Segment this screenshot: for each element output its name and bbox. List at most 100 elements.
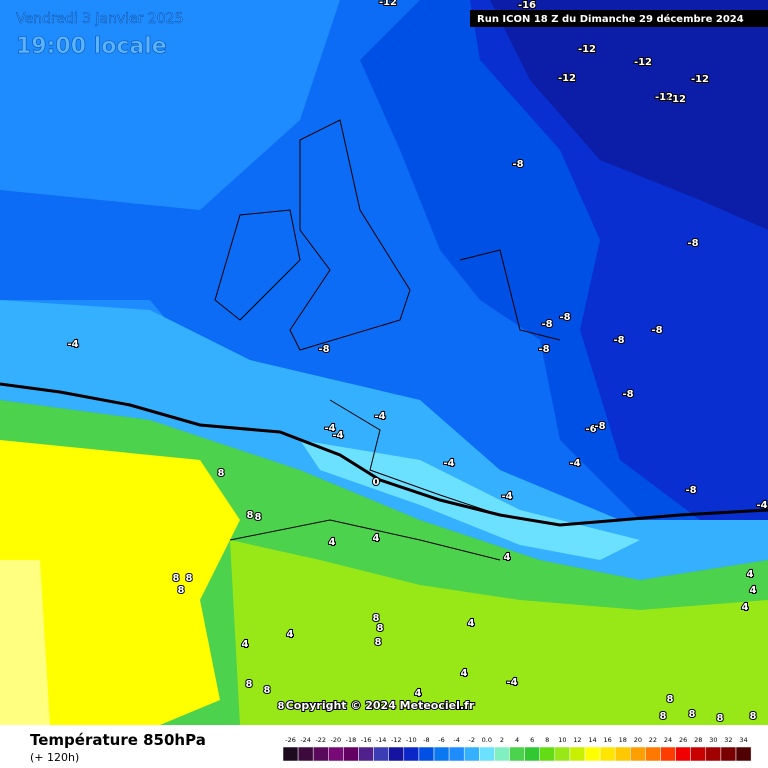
temp-label: 4 xyxy=(287,629,294,640)
legend-tick: -8 xyxy=(423,736,429,744)
color-step xyxy=(388,746,405,762)
color-step xyxy=(720,746,737,762)
temp-label: -4 xyxy=(443,458,454,469)
color-step xyxy=(539,746,556,762)
map-labels: -12 -16-12-12-12 -12-12-12-8-8-8-8-8-8-8-8… xyxy=(66,0,768,725)
temp-label: 8 xyxy=(255,512,262,523)
legend-tick: 20 xyxy=(634,736,642,744)
temp-label: 4 xyxy=(242,639,249,650)
color-step xyxy=(328,746,344,762)
legend-tick: -26 xyxy=(285,736,296,744)
color-step xyxy=(599,746,616,762)
legend-tick: -20 xyxy=(331,736,342,744)
color-step xyxy=(373,746,389,762)
color-step xyxy=(705,746,722,762)
legend-tick: -22 xyxy=(315,736,326,744)
color-step xyxy=(479,746,495,762)
temp-label: 8 xyxy=(377,623,384,634)
colorbar: -26 -24 -22 -20 -18 -16 -14 -12 -10 -8 -6 -4 -2 0.0 2 4… xyxy=(282,736,752,762)
temp-label: -8 xyxy=(687,238,698,249)
field xyxy=(490,0,768,230)
temp-label: -4 xyxy=(332,430,343,441)
legend-tick: 0.0 xyxy=(482,736,492,744)
color-step xyxy=(660,746,676,762)
temp-label: 8 xyxy=(186,573,193,584)
legend-title: Température 850hPa xyxy=(30,731,206,749)
legend-tick: -14 xyxy=(376,736,387,744)
color-step xyxy=(614,746,631,762)
color-step xyxy=(343,746,359,762)
temp-label: 4 xyxy=(504,552,511,563)
legend-tick: 32 xyxy=(724,736,732,744)
legend-tick: -12 xyxy=(391,736,402,744)
legend-tick: -10 xyxy=(406,736,417,744)
temp-label: -8 xyxy=(541,319,552,330)
temp-label: -8 xyxy=(651,325,662,336)
color-step xyxy=(509,746,525,762)
color-step xyxy=(297,746,314,762)
legend-subtitle: (+ 120h) xyxy=(30,751,79,764)
temp-label: 4 xyxy=(742,602,749,613)
legend-tick: -24 xyxy=(300,736,311,744)
legend-tick: -6 xyxy=(438,736,444,744)
time: 19:00 locale xyxy=(16,34,167,59)
legend-tick: -2 xyxy=(469,736,475,744)
legend-tick: 10 xyxy=(558,736,566,744)
legend-tick: -4 xyxy=(453,736,459,744)
temp-label: -8 xyxy=(594,421,605,432)
legend-tick: 26 xyxy=(679,736,687,744)
temp-label: -4 xyxy=(756,500,767,511)
color-step xyxy=(569,746,586,762)
temp-label: 8 xyxy=(717,713,724,724)
legend-tick: 2 xyxy=(500,736,504,744)
temp-label: -6 xyxy=(585,424,596,435)
color-step xyxy=(312,746,329,762)
temp-label: -4 xyxy=(374,411,385,422)
color-step xyxy=(282,746,299,762)
isotherm xyxy=(0,382,768,527)
legend-tick: 12 xyxy=(573,736,581,744)
temp-label: -8 xyxy=(318,344,329,355)
color-step xyxy=(645,746,661,762)
legend-tick: 8 xyxy=(545,736,549,744)
temp-label: 8 xyxy=(278,701,285,712)
color-step xyxy=(735,746,752,762)
color-step xyxy=(524,746,540,762)
field xyxy=(0,560,50,725)
color-step xyxy=(554,746,571,762)
temp-label: -12 xyxy=(379,0,397,8)
temp-label: -4 xyxy=(501,491,512,502)
map-fields xyxy=(0,0,768,725)
temp-label: -4 xyxy=(506,677,517,688)
temp-label: 8 xyxy=(667,694,674,705)
color-step xyxy=(675,746,691,762)
temp-label: 8 xyxy=(173,573,180,584)
temp-label: 4 xyxy=(329,537,336,548)
temp-label: -8 xyxy=(622,389,633,400)
legend-tick: 6 xyxy=(530,736,534,744)
temp-label: 8 xyxy=(264,685,271,696)
temp-label: 8 xyxy=(373,613,380,624)
field xyxy=(0,300,768,580)
field xyxy=(0,440,240,725)
color-step xyxy=(433,746,450,762)
legend-tick: 24 xyxy=(664,736,672,744)
temp-label: 0 xyxy=(373,477,380,488)
temp-label: 4 xyxy=(750,585,757,596)
temp-label: -12 xyxy=(668,94,686,105)
legend-tick: 4 xyxy=(515,736,519,744)
temp-label: -12 xyxy=(691,74,709,85)
legend-tick: -16 xyxy=(361,736,372,744)
temp-label: 4 xyxy=(747,569,754,580)
field xyxy=(300,440,640,560)
temp-label: -8 xyxy=(613,335,624,346)
temp-label: 8 xyxy=(247,510,254,521)
temp-label: 8 xyxy=(218,468,225,479)
copyright: Copyright © 2024 Meteociel.fr xyxy=(286,699,475,712)
temp-label: -4 xyxy=(324,423,335,434)
temp-label: -4 xyxy=(67,339,78,350)
temp-label: 8 xyxy=(660,711,667,722)
temp-label: 8 xyxy=(375,637,382,648)
